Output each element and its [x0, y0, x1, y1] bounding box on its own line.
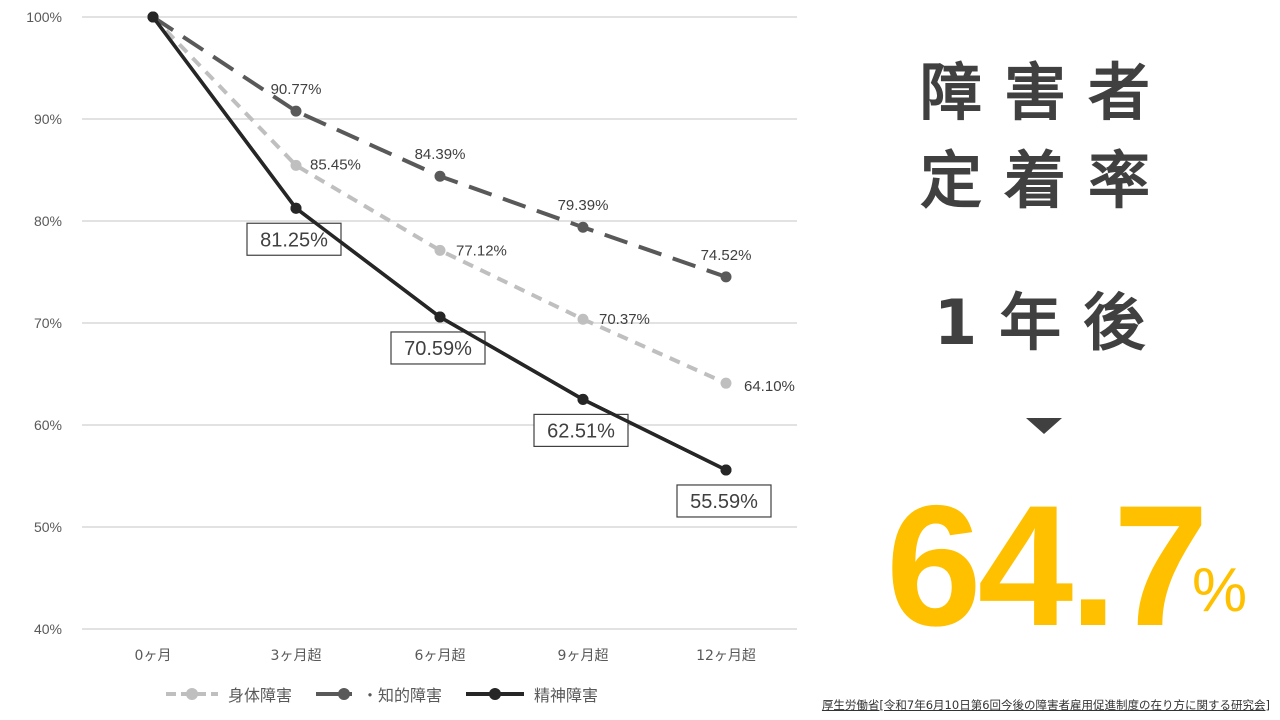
- legend-item-mental: 精神障害: [464, 682, 598, 706]
- legend-marker-dashed-light-icon: [166, 688, 218, 700]
- series-line: [151, 15, 727, 472]
- data-label: 62.51%: [547, 420, 615, 442]
- data-point: [577, 313, 589, 325]
- data-point: [577, 221, 589, 233]
- data-point: [290, 105, 302, 117]
- data-label: 85.45%: [310, 156, 361, 173]
- data-label: 90.77%: [271, 81, 322, 98]
- data-label: 74.52%: [701, 247, 752, 264]
- data-labels: 85.45% 77.12% 70.37% 64.10% 90.77% 84.39% 79.3…: [147, 11, 795, 518]
- data-label: 70.59%: [404, 338, 472, 360]
- source-citation: 厚生労働省[令和7年6月10日第6回今後の障害者雇用促進制度の在り方に関する研究…: [821, 698, 1270, 712]
- headline-unit: %: [1192, 556, 1248, 625]
- data-point: [434, 170, 446, 182]
- data-point: [720, 464, 732, 476]
- y-tick-label: 50%: [34, 519, 62, 535]
- legend-label: ・知的障害: [362, 686, 443, 705]
- y-tick-label: 40%: [34, 621, 62, 637]
- data-point: [434, 311, 446, 323]
- data-point: [147, 11, 159, 23]
- data-label: 55.59%: [690, 491, 758, 513]
- data-point: [290, 202, 302, 214]
- y-tick-label: 80%: [34, 213, 62, 229]
- series-line-overlay: [151, 15, 727, 472]
- data-label-box: [533, 413, 629, 447]
- data-point: [720, 377, 732, 389]
- data-label-box: [390, 331, 486, 365]
- legend-item-physical: 身体障害: [164, 682, 292, 706]
- headline-title-line2: 定着率: [920, 144, 1173, 217]
- data-point: [577, 393, 589, 405]
- legend-label: 身体障害: [228, 686, 293, 705]
- y-tick-label: 70%: [34, 315, 62, 331]
- y-tick-label: 60%: [34, 417, 62, 433]
- data-point: [434, 244, 446, 256]
- y-axis: 100% 90% 80% 70% 60% 50% 40%: [26, 9, 62, 637]
- legend-marker-solid-icon: [466, 688, 525, 700]
- chart-legend: 身体障害 ・知的障害 精神障害: [164, 682, 598, 706]
- legend-item-intellectual: ・知的障害: [314, 682, 442, 706]
- data-label-box: [676, 484, 772, 518]
- headline-subtitle: 1年後: [934, 286, 1168, 359]
- x-tick-label: 12ヶ月超: [696, 648, 756, 664]
- data-label: 84.39%: [415, 146, 466, 163]
- gridlines: [82, 16, 797, 630]
- data-label: 70.37%: [599, 311, 650, 328]
- data-label: 77.12%: [456, 242, 507, 259]
- x-tick-label: 3ヶ月超: [271, 648, 322, 664]
- y-tick-label: 100%: [26, 9, 62, 25]
- x-tick-label: 6ヶ月超: [415, 648, 466, 664]
- legend-label: 精神障害: [534, 686, 599, 705]
- series-lines: [147, 11, 732, 476]
- headline-value: 64.7: [886, 470, 1209, 662]
- legend-marker-dashed-dark-icon: [316, 688, 353, 700]
- data-label: 64.10%: [744, 378, 795, 395]
- x-tick-label: 9ヶ月超: [558, 648, 609, 664]
- triangle-down-icon: [1026, 418, 1062, 434]
- data-point: [290, 159, 302, 171]
- y-tick-label: 90%: [34, 111, 62, 127]
- data-label: 81.25%: [260, 229, 328, 251]
- headline-title-line1: 障害者: [920, 56, 1173, 129]
- x-tick-label: 0ヶ月: [135, 648, 172, 664]
- line-chart: 100% 90% 80% 70% 60% 50% 40% 0ヶ月 3ヶ月超 6ヶ月超 9ヶ月超 12…: [26, 9, 797, 664]
- x-axis: 0ヶ月 3ヶ月超 6ヶ月超 9ヶ月超 12ヶ月超: [135, 648, 756, 664]
- data-label: 79.39%: [558, 197, 609, 214]
- series-line: [151, 15, 727, 386]
- data-point: [720, 271, 732, 283]
